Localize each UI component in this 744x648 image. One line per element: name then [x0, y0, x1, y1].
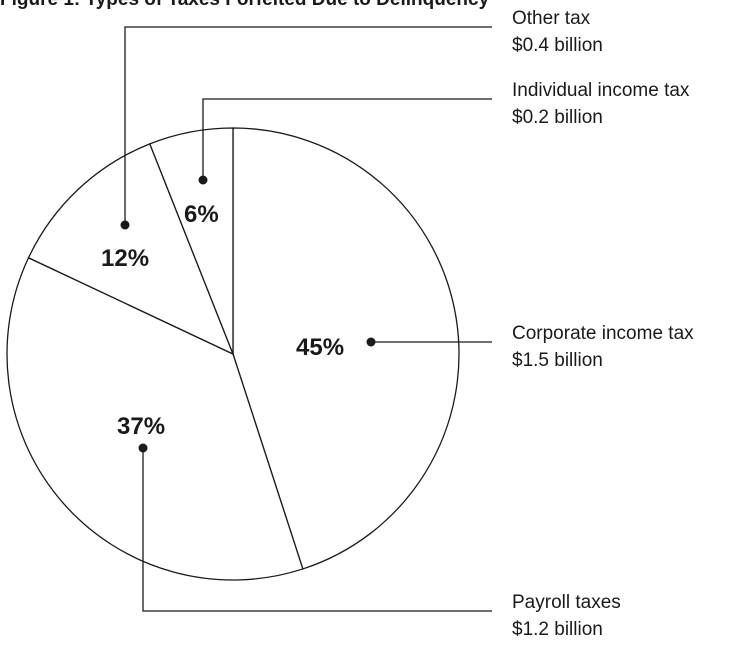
pie-slice-payroll-taxes	[6, 256, 304, 581]
leader-line-other-tax	[124, 26, 492, 225]
value-label-payroll-taxes: $1.2 billion	[512, 619, 603, 640]
leader-dot-payroll-taxes	[138, 443, 148, 453]
slice-labels: 45% Corporate income tax $1.5 billion 37% Pa…	[101, 8, 694, 640]
percent-label-individual-income-tax: 6%	[184, 201, 219, 228]
leader-dot-individual-income-tax	[198, 175, 208, 185]
percent-label-payroll-taxes: 37%	[117, 413, 165, 440]
category-label-other-tax: Other tax	[512, 8, 591, 29]
leader-dot-corporate-income-tax	[366, 337, 376, 347]
percent-label-corporate-income-tax: 45%	[296, 334, 344, 361]
value-label-other-tax: $0.4 billion	[512, 35, 603, 56]
pie-slice-other-tax	[27, 143, 235, 356]
value-label-corporate-income-tax: $1.5 billion	[512, 350, 603, 371]
leader-dot-other-tax	[120, 220, 130, 230]
leader-line-payroll-taxes	[142, 448, 492, 612]
pie-slices	[6, 127, 460, 581]
category-label-corporate-income-tax: Corporate income tax	[512, 323, 694, 344]
leader-line-individual-income-tax	[202, 98, 492, 180]
category-label-individual-income-tax: Individual income tax	[512, 80, 690, 101]
category-label-payroll-taxes: Payroll taxes	[512, 592, 621, 613]
leader-lines	[120, 26, 492, 612]
pie-slice-individual-income-tax	[148, 127, 234, 355]
chart-title-fragment: Figure 1: Types of Taxes Forfeited Due t…	[0, 0, 489, 11]
value-label-individual-income-tax: $0.2 billion	[512, 107, 603, 128]
percent-label-other-tax: 12%	[101, 245, 149, 272]
pie-slice-corporate-income-tax	[232, 127, 460, 570]
